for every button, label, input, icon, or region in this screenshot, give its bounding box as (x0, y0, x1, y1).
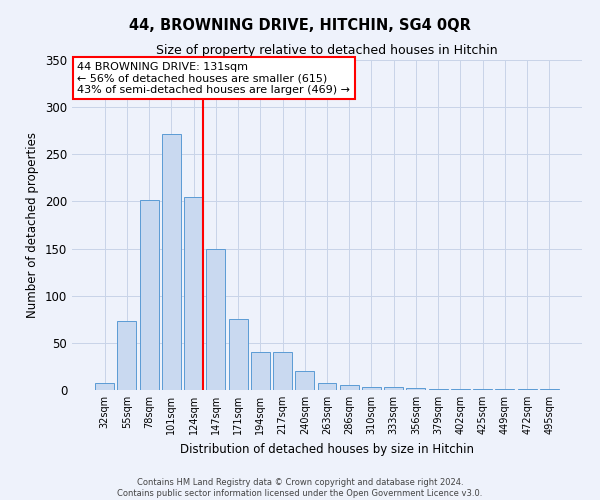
Bar (340, 386, 359, 390)
Bar (95, 384, 114, 390)
Bar (317, 384, 337, 390)
Bar (473, 389, 492, 390)
Bar (540, 389, 559, 390)
Bar (251, 352, 270, 390)
Bar (384, 387, 403, 390)
Bar (451, 389, 470, 390)
Y-axis label: Number of detached properties: Number of detached properties (26, 132, 40, 318)
Bar (295, 371, 314, 390)
Bar (140, 200, 158, 390)
Text: 44 BROWNING DRIVE: 131sqm
← 56% of detached houses are smaller (615)
43% of semi: 44 BROWNING DRIVE: 131sqm ← 56% of detac… (77, 62, 350, 95)
Bar (496, 389, 514, 390)
Bar (273, 352, 292, 390)
Bar (229, 320, 248, 390)
Bar (184, 196, 203, 390)
Title: Size of property relative to detached houses in Hitchin: Size of property relative to detached ho… (156, 44, 498, 58)
Bar (162, 134, 181, 390)
Text: 44, BROWNING DRIVE, HITCHIN, SG4 0QR: 44, BROWNING DRIVE, HITCHIN, SG4 0QR (129, 18, 471, 32)
Bar (518, 389, 536, 390)
Bar (429, 389, 448, 390)
Text: Contains HM Land Registry data © Crown copyright and database right 2024.
Contai: Contains HM Land Registry data © Crown c… (118, 478, 482, 498)
X-axis label: Distribution of detached houses by size in Hitchin: Distribution of detached houses by size … (180, 442, 474, 456)
Bar (362, 387, 381, 390)
Bar (406, 388, 425, 390)
Bar (206, 248, 225, 390)
Bar (118, 321, 136, 390)
